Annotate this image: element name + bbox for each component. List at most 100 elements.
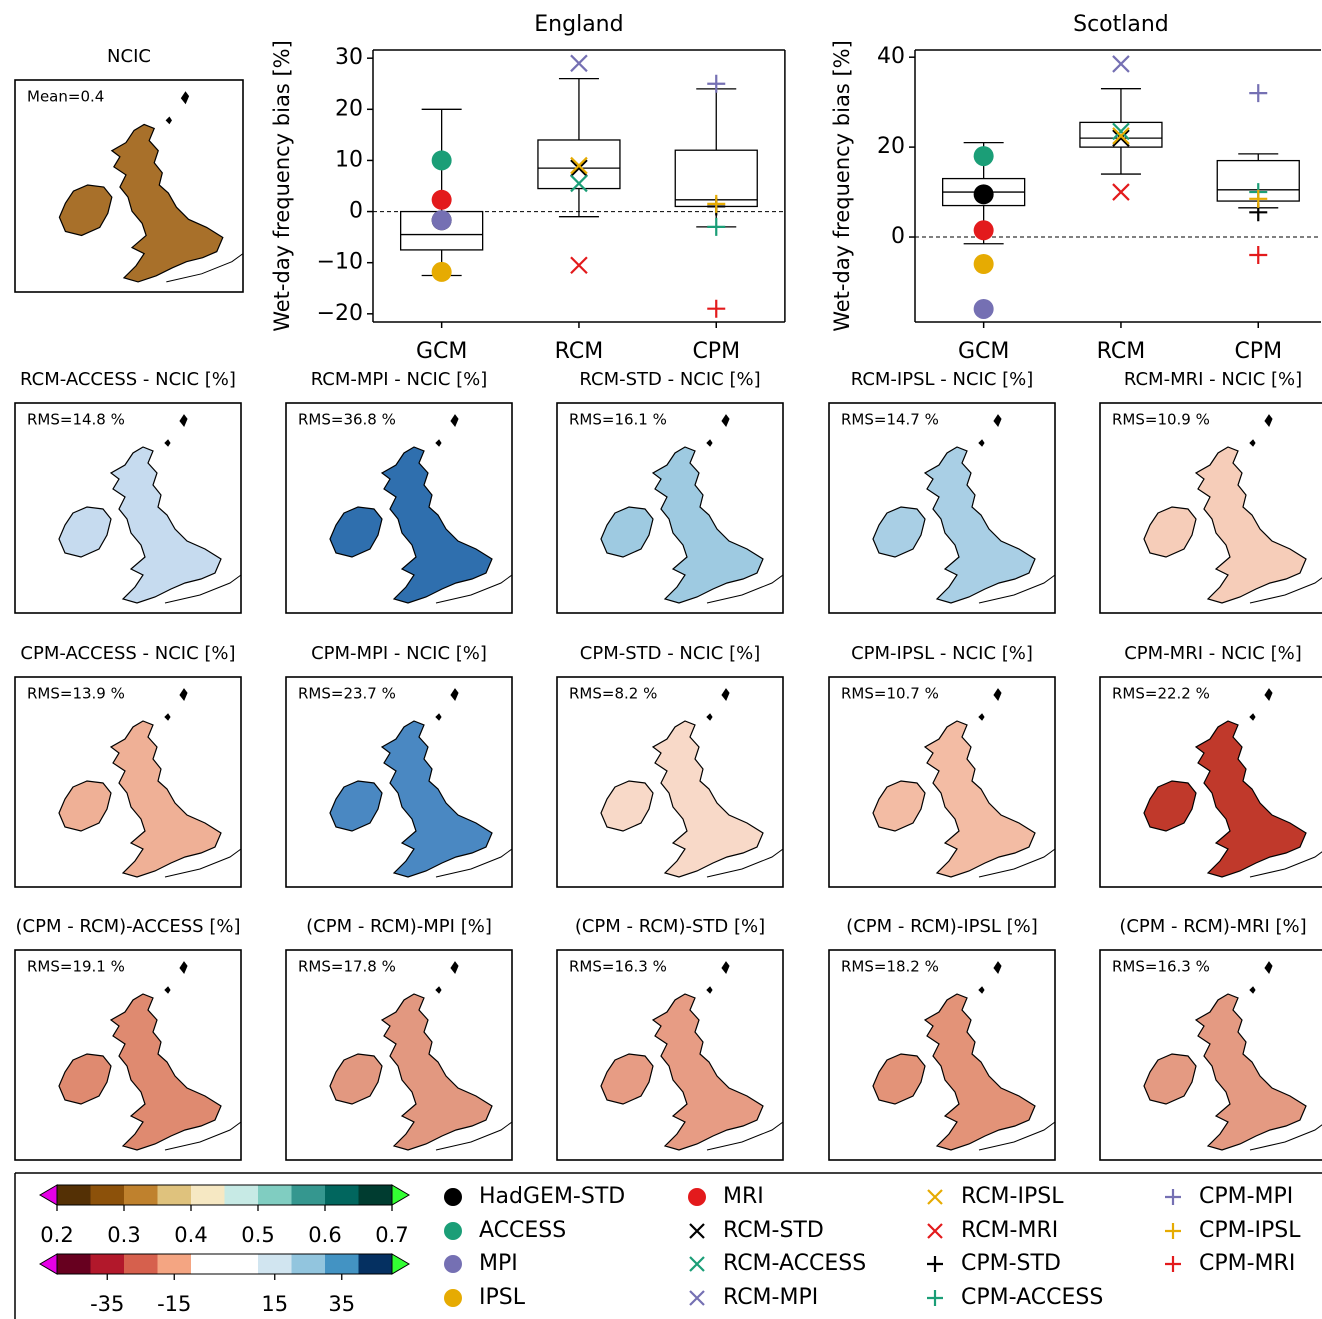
colorbar-extend — [392, 1254, 409, 1274]
map-title: RCM-ACCESS - NCIC [%] — [20, 369, 236, 390]
colorbar-segment — [258, 1254, 292, 1274]
legend-marker — [690, 1224, 704, 1238]
colorbar-segment — [191, 1254, 225, 1274]
colorbar-segment — [292, 1254, 326, 1274]
y-tick-label: −20 — [317, 301, 363, 326]
colorbar-tick-label: 15 — [261, 1292, 288, 1316]
legend-label: RCM-STD — [723, 1218, 824, 1243]
map-title: (CPM - RCM)-MRI [%] — [1119, 916, 1306, 937]
point — [1113, 184, 1129, 200]
figure: England Wet-day frequency bias [%] −20 −10 0… — [0, 0, 1322, 1319]
colorbar-tick-label: 0.6 — [308, 1223, 341, 1247]
chart-title: Scotland — [1073, 12, 1169, 37]
legend-marker — [928, 1190, 942, 1204]
map-title: CPM-STD - NCIC [%] — [580, 643, 760, 664]
legend-marker — [928, 1224, 942, 1238]
colorbar-segment — [124, 1185, 158, 1205]
colorbar-segment — [225, 1185, 259, 1205]
chart-title: England — [534, 12, 623, 37]
map-title: RCM-STD - NCIC [%] — [579, 369, 760, 390]
point — [432, 190, 452, 210]
colorbar-segment — [359, 1254, 393, 1274]
colorbar-segment — [57, 1185, 91, 1205]
point — [974, 299, 994, 319]
y-tick-label: 20 — [877, 134, 905, 159]
legend-label: CPM-STD — [961, 1251, 1061, 1276]
legend-marker — [1165, 1256, 1181, 1272]
map-annotation: RMS=16.3 % — [1112, 958, 1210, 976]
colorbar-extend — [40, 1254, 57, 1274]
x-tick-label: CPM — [692, 339, 740, 364]
map-annotation: RMS=23.7 % — [298, 685, 396, 703]
y-tick-label: 20 — [335, 96, 363, 121]
y-tick-label: −10 — [317, 250, 363, 275]
colorbar-segment — [225, 1254, 259, 1274]
colorbar-tick-label: 0.5 — [241, 1223, 274, 1247]
legend-marker — [444, 1222, 462, 1240]
colorbar-segment — [325, 1185, 359, 1205]
legend-marker — [1165, 1189, 1181, 1205]
colorbar-segment — [124, 1254, 158, 1274]
map-title: (CPM - RCM)-IPSL [%] — [846, 916, 1038, 937]
map-annotation: RMS=14.8 % — [27, 411, 125, 429]
map-annotation: RMS=16.3 % — [569, 958, 667, 976]
point — [707, 218, 725, 236]
colorbar-segment — [91, 1254, 125, 1274]
point — [974, 184, 994, 204]
colorbar-tick-label: 0.7 — [375, 1223, 408, 1247]
map-title: (CPM - RCM)-ACCESS [%] — [16, 916, 241, 937]
legend-marker — [1165, 1223, 1181, 1239]
colorbar-segment — [57, 1254, 91, 1274]
legend-label: IPSL — [479, 1285, 526, 1310]
legend-label: RCM-MRI — [961, 1218, 1058, 1243]
map-annotation: RMS=36.8 % — [298, 411, 396, 429]
point — [707, 300, 725, 318]
legend-marker — [444, 1188, 462, 1206]
map-title: CPM-MPI - NCIC [%] — [311, 643, 487, 664]
legend-marker — [927, 1290, 943, 1306]
map-annotation: RMS=16.1 % — [569, 411, 667, 429]
legend-label: CPM-MRI — [1199, 1251, 1295, 1276]
map-annotation: RMS=10.9 % — [1112, 411, 1210, 429]
y-axis-label: Wet-day frequency bias [%] — [270, 40, 294, 332]
x-tick-label: GCM — [958, 339, 1009, 364]
legend-label: CPM-IPSL — [1199, 1218, 1301, 1243]
point — [571, 257, 587, 273]
legend-label: MPI — [479, 1251, 518, 1276]
point — [1113, 56, 1129, 72]
legend-label: CPM-MPI — [1199, 1184, 1293, 1209]
colorbar-extend — [40, 1185, 57, 1205]
map-title: CPM-MRI - NCIC [%] — [1124, 643, 1302, 664]
map-title: RCM-MPI - NCIC [%] — [311, 369, 488, 390]
x-tick-label: GCM — [416, 339, 467, 364]
map-title: RCM-MRI - NCIC [%] — [1124, 369, 1302, 390]
colorbar-tick-label: -15 — [157, 1292, 191, 1316]
map-title: CPM-IPSL - NCIC [%] — [851, 643, 1033, 664]
colorbar-segment — [91, 1185, 125, 1205]
y-tick-label: 10 — [335, 147, 363, 172]
legend-marker — [927, 1256, 943, 1272]
legend-marker — [690, 1257, 704, 1271]
map-annotation: RMS=17.8 % — [298, 958, 396, 976]
colorbar-segment — [292, 1185, 326, 1205]
colorbar-segment — [325, 1254, 359, 1274]
point — [571, 55, 587, 71]
colorbar-tick-label: 0.4 — [174, 1223, 207, 1247]
colorbar-extend — [392, 1185, 409, 1205]
point — [974, 254, 994, 274]
legend-marker — [444, 1289, 462, 1307]
point — [1249, 246, 1267, 264]
colorbar-segment — [191, 1185, 225, 1205]
point — [974, 146, 994, 166]
map-annotation: RMS=19.1 % — [27, 958, 125, 976]
map-title: RCM-IPSL - NCIC [%] — [851, 369, 1034, 390]
legend-marker — [690, 1291, 704, 1305]
map-title: (CPM - RCM)-MPI [%] — [306, 916, 492, 937]
point — [974, 220, 994, 240]
colorbar-tick-label: 0.3 — [107, 1223, 140, 1247]
legend-label: RCM-ACCESS — [723, 1251, 866, 1276]
point — [707, 75, 725, 93]
map-title: NCIC — [107, 46, 151, 67]
y-tick-label: 0 — [349, 199, 363, 224]
colorbar-segment — [258, 1185, 292, 1205]
